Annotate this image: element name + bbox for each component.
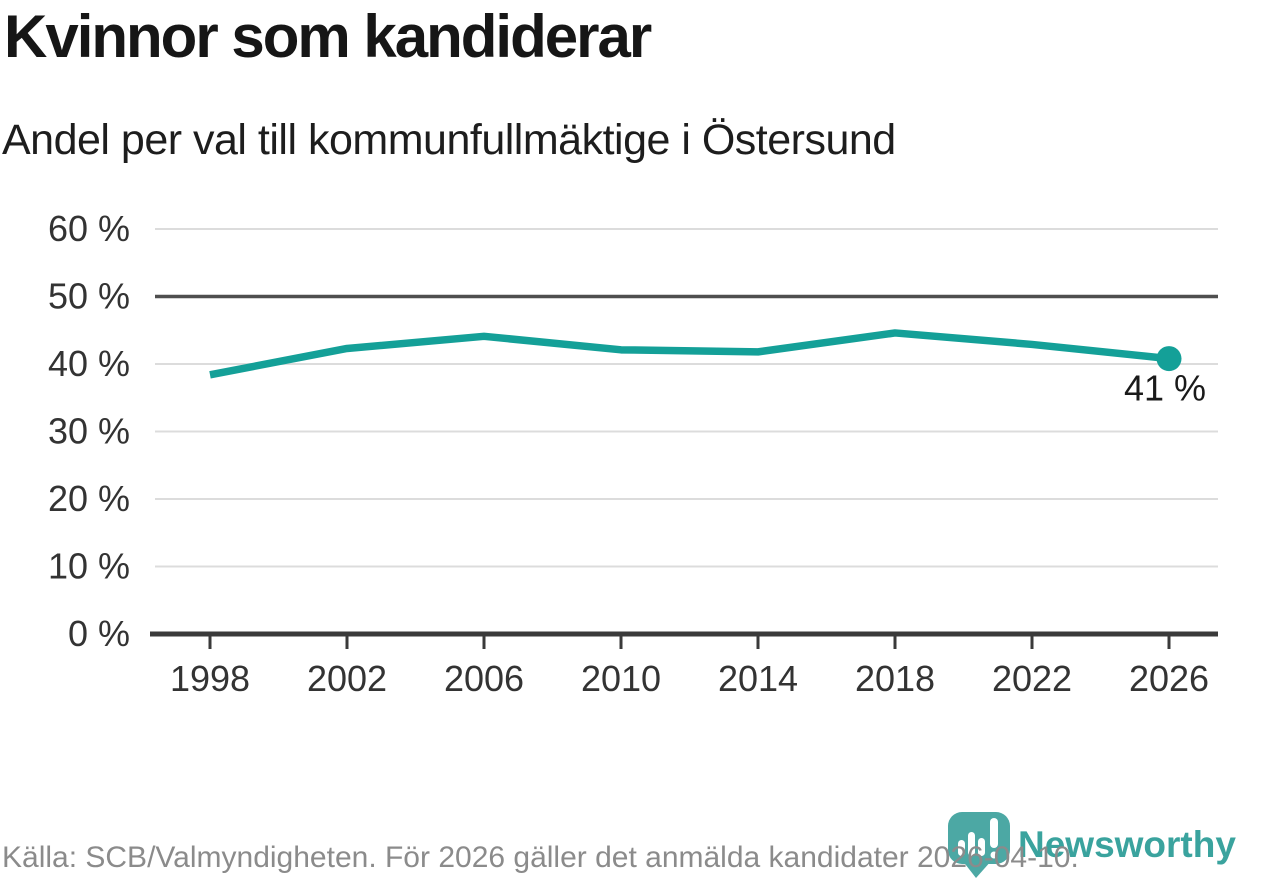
newsworthy-logo-text: Newsworthy: [1018, 824, 1236, 865]
newsworthy-bubble-icon: [948, 812, 1010, 878]
chart-title: Kvinnor som kandiderar: [4, 3, 652, 70]
y-axis-tick-label: 20 %: [48, 478, 130, 519]
y-axis-tick-label: 40 %: [48, 343, 130, 384]
y-axis-tick-label: 0 %: [68, 613, 130, 654]
y-axis-tick-label: 10 %: [48, 546, 130, 587]
x-axis-tick-label: 2022: [992, 658, 1072, 699]
newsworthy-logo: Newsworthy: [946, 808, 1262, 879]
chart-subtitle: Andel per val till kommunfullmäktige i Ö…: [2, 116, 896, 164]
x-axis-tick-label: 2026: [1129, 658, 1209, 699]
end-point-marker: [1156, 346, 1182, 372]
x-axis-tick-label: 2002: [307, 658, 387, 699]
y-axis-tick-label: 30 %: [48, 411, 130, 452]
source-note: Källa: SCB/Valmyndigheten. För 2026 gäll…: [2, 841, 1079, 874]
data-line: [209, 329, 1170, 379]
y-axis-tick-label: 50 %: [48, 276, 130, 317]
x-axis-tick-label: 2006: [444, 658, 524, 699]
x-axis-tick-label: 2014: [718, 658, 798, 699]
x-axis-tick-label: 2010: [581, 658, 661, 699]
end-point-label: 41 %: [1124, 368, 1206, 409]
x-axis-tick-label: 2018: [855, 658, 935, 699]
y-axis-tick-label: 60 %: [48, 208, 130, 249]
x-axis-tick-label: 1998: [170, 658, 250, 699]
